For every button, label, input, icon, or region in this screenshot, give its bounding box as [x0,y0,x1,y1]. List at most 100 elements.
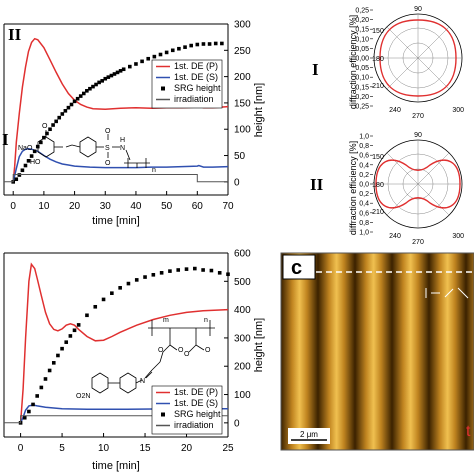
polarii-radial-tick: 0,6 [359,153,369,160]
panel-b-chem-o3: O [184,351,190,358]
panelb-srg-height-point [118,286,122,290]
panela-srg-height-point [106,75,111,79]
polar-i-angle-240: 240 [389,107,401,114]
panel-b-chart: 0 5 10 15 20 25 0 100 200 300 400 500 600 time [min… [3,249,265,472]
polar-ii-angle-90: 90 [414,132,422,139]
panel-b-chem-m: m [163,317,169,324]
panel-c-frame [280,252,474,451]
polar-i-angle-300: 300 [452,107,464,114]
panelb-ytick-label: 200 [234,362,251,373]
panel-a-ylabel: height [nm] [253,83,265,137]
panela-ytick-label: 250 [234,46,251,57]
panela-srg-height-point [81,91,86,96]
panela-ytick-label: 150 [234,98,251,109]
panela-srg-height-point [134,62,138,66]
panelb-srg-height-point [217,271,222,275]
panelb-ytick-label: 0 [234,418,240,429]
panelb-srg-height-point [110,291,114,295]
panela-srg-height-point [32,149,37,154]
panel-a-annotation-i: I [2,130,9,149]
panela-ytick-label: 300 [234,20,251,31]
polarization-arrows-icon [425,287,469,299]
polarii-radial-tick: 0,8 [359,220,369,227]
panela-1st-de-s-line [12,147,229,182]
panelb-srg-height-point [72,328,77,333]
panelb-srg-height-point [143,275,147,279]
panela-srg-height-point [26,159,31,163]
panelb-srg-height-point [151,272,156,277]
polarii-radial-tick: 1,0 [359,230,369,237]
panel-a-chem-o2: O [105,128,111,135]
panela-srg-height-point [183,45,187,49]
panela-srg-height-point [54,119,58,124]
panelb-srg-height-point [64,340,69,344]
panela-srg-height-point [140,59,144,64]
panel-b-chem-o4: O [205,347,211,354]
panela-srg-height-point [115,70,120,75]
panelb-legend-label: 1st. DE (P) [174,387,218,397]
polar-ii-angle-210: 210 [372,209,384,216]
panelb-srg-height-point [60,346,64,351]
panela-srg-height-point [220,41,224,46]
panela-srg-height-point [118,69,123,73]
panela-srg-height-point [146,56,151,61]
panelb-srg-height-point [35,394,39,398]
panela-srg-height-point [201,42,206,46]
panelb-srg-height-point [201,268,205,272]
panel-a-chem-s: S [105,145,110,152]
panela-xtick-label: 40 [130,201,142,212]
panelb-srg-height-point [159,271,164,275]
panela-srg-height-point [45,131,49,136]
polari-radial-tick: 0,25 [355,104,369,111]
panela-srg-height-point [17,173,22,177]
polarii-radial-tick: 0,8 [359,143,369,150]
polar-ii-angle-300: 300 [452,233,464,240]
panelb-srg-height-point [68,334,73,338]
panela-srg-height-point [97,80,101,85]
panela-xtick-label: 0 [10,201,16,212]
panela-srg-height-point [207,42,212,46]
panela-srg-height-point [39,140,43,145]
polari-radial-tick: 0,10 [355,36,369,43]
panela-srg-height-point [152,54,157,59]
panela-srg-height-point [51,123,55,127]
panelb-xtick-label: 20 [181,443,193,454]
panela-srg-height-point [29,154,34,158]
panel-c-afm-image: c 2 μm t [280,252,474,451]
panelb-irradiation-line [4,415,228,424]
panelb-srg-height-point [134,278,139,282]
panel-a-chem-ho: HO [30,159,41,166]
polari-radial-tick: 0,05 [355,46,369,53]
panel-a-chem-n-sub: n [152,167,156,174]
polarii-radial-tick: 1,0 [359,134,369,141]
panela-srg-height-point [100,79,104,83]
panelb-srg-height-point [93,304,98,309]
panelb-srg-height-point [176,268,181,272]
panel-b-xlabel: time [min] [92,460,140,472]
panelb-srg-height-point [51,361,56,365]
panela-srg-height-point [85,89,89,93]
panel-b-chem-structure [91,320,215,394]
polar-i-angle-90: 90 [414,6,422,13]
polari-radial-tick: 0,05 [355,65,369,72]
panelb-srg-height-point [31,402,35,407]
panela-srg-height-point [112,72,117,76]
polar-ii-angle-270: 270 [412,239,424,246]
polari-radial-tick: 0,25 [355,8,369,15]
polari-radial-tick: 0,15 [355,84,369,91]
panela-ytick-label: 50 [234,151,246,162]
panelb-srg-height-point [56,353,60,358]
polar-ii-curve [375,159,461,209]
polar-plot-i: diffraction efficiency [%] I 0,25 0,20 0,1… [312,6,464,120]
panela-srg-height-point [69,102,74,107]
panelb-srg-height-point [226,272,230,277]
polar-i-angle-180: 180 [372,56,384,63]
panel-c-label: c [291,257,302,279]
polari-radial-tick: 0,20 [355,17,369,24]
polar-ii-angle-180: 180 [372,182,384,189]
polar-ii-ylabel: diffraction efficiency [%] [348,141,358,235]
polarii-radial-tick: 0,4 [359,201,369,208]
panel-b-chem-n: n [204,317,208,324]
panela-srg-height-point [63,109,68,113]
